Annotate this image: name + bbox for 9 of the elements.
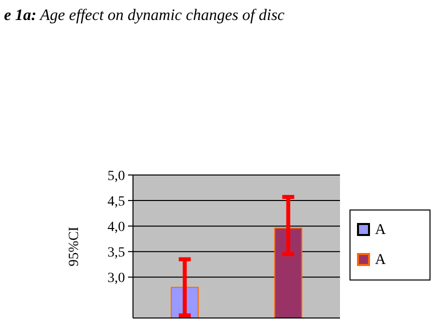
y-tick-label: 3,0 — [108, 271, 125, 286]
y-tick-label: 3,5 — [108, 246, 125, 261]
legend-label: A — [375, 252, 386, 268]
chart-title: e 1a: Age effect on dynamic changes of disc — [4, 7, 285, 24]
y-tick-label: 4,5 — [108, 194, 125, 210]
y-tick-label: 4,0 — [108, 220, 125, 235]
y-tick-label: 5,0 — [108, 168, 125, 184]
legend-label: A — [375, 222, 386, 238]
y-axis-title: 95%CI — [67, 226, 82, 266]
